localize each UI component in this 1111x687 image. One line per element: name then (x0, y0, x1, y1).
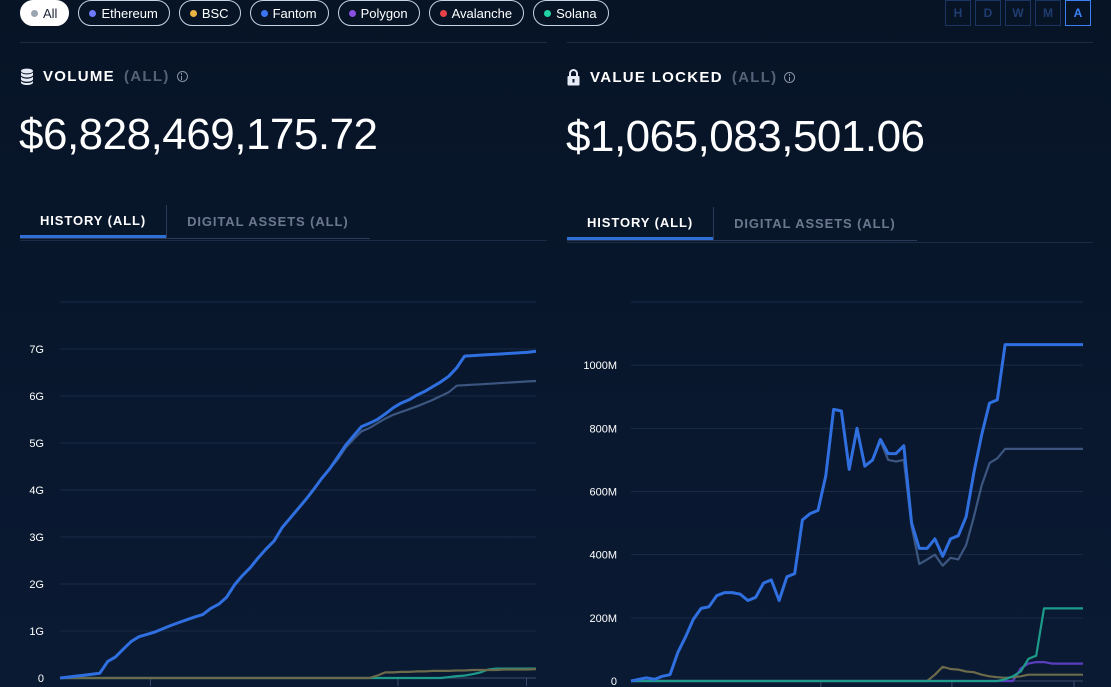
chain-chip-all[interactable]: All (20, 0, 70, 26)
chain-filter-bar: All Ethereum BSC Fantom Polygon Avalanche Sola… (20, 0, 609, 28)
chain-dot-icon (544, 9, 552, 17)
lock-icon (567, 69, 580, 86)
chain-chip-ethereum[interactable]: Ethereum (78, 0, 170, 26)
value-locked-title: VALUE LOCKED (590, 69, 723, 86)
panel-divider (20, 240, 547, 241)
chain-chip-label: Polygon (360, 5, 408, 21)
y-tick-label: 1G (29, 626, 44, 638)
y-tick-label: 4G (29, 485, 44, 497)
chain-chip-label: Avalanche (451, 5, 513, 21)
timeframe-button-h[interactable]: H (945, 0, 971, 26)
chain-chip-label: All (43, 5, 58, 21)
value-locked-scope: (ALL) (731, 69, 778, 86)
info-icon[interactable] (784, 72, 796, 83)
series-line (631, 661, 1083, 683)
panel-divider (20, 42, 547, 43)
y-tick-label: 0 (38, 673, 44, 685)
tab-history[interactable]: HISTORY (ALL) (20, 205, 167, 238)
chain-dot-icon (348, 9, 356, 17)
chain-dot-icon (260, 9, 268, 17)
y-tick-label: 1000M (583, 360, 617, 372)
value-locked-header: VALUE LOCKED (ALL) (567, 69, 796, 86)
timeframe-button-d[interactable]: D (975, 0, 1001, 26)
y-tick-label: 800M (589, 423, 617, 435)
series-line (60, 668, 537, 680)
value-locked-total-value: $1,065,083,501.06 (566, 112, 925, 161)
volume-total-value: $6,828,469,175.72 (19, 110, 378, 159)
chain-dot-icon (31, 9, 38, 17)
y-tick-label: 400M (589, 550, 617, 562)
chain-dot-icon (89, 9, 97, 17)
panel-divider (567, 242, 1093, 243)
tab-digital-assets[interactable]: DIGITAL ASSETS (ALL) (187, 214, 349, 229)
y-tick-label: 7G (29, 344, 44, 356)
chain-chip-label: Solana (556, 5, 597, 21)
chain-dot-icon (189, 9, 197, 17)
tab-separator (166, 205, 168, 238)
y-tick-label: 2G (29, 579, 44, 591)
y-tick-label: 200M (589, 613, 617, 625)
timeframe-button-w[interactable]: W (1005, 0, 1031, 26)
y-tick-label: 6G (29, 391, 44, 403)
series-line (630, 343, 1083, 683)
chain-chip-solana[interactable]: Solana (533, 0, 609, 26)
y-tick-label: 0 (611, 676, 617, 687)
chain-chip-polygon[interactable]: Polygon (337, 0, 420, 26)
tab-digital-assets[interactable]: DIGITAL ASSETS (ALL) (734, 216, 896, 231)
volume-title: VOLUME (43, 68, 115, 85)
panel-divider (567, 42, 1093, 43)
series-line (59, 379, 537, 680)
chain-chip-label: BSC (201, 5, 229, 21)
volume-header: VOLUME (ALL) (20, 68, 188, 85)
y-tick-label: 3G (29, 532, 44, 544)
volume-history-chart: 0 1G 2G 3G 4G 5G 6G 7G (29, 301, 537, 686)
y-tick-label: 600M (589, 487, 617, 499)
chain-chip-fantom[interactable]: Fantom (249, 0, 329, 26)
tab-history[interactable]: HISTORY (ALL) (567, 207, 714, 240)
series-line (59, 349, 537, 680)
chain-chip-bsc[interactable]: BSC (178, 0, 241, 26)
value-locked-history-chart: 0 200M 400M 600M 800M 1000M (583, 301, 1083, 687)
chain-chip-label: Fantom (272, 5, 317, 21)
database-icon (21, 68, 33, 85)
value-locked-tabs: HISTORY (ALL) DIGITAL ASSETS (ALL) (567, 207, 917, 241)
y-tick-label: 5G (29, 438, 44, 450)
series-line (631, 607, 1083, 683)
tab-separator (713, 207, 715, 240)
chain-dot-icon (439, 9, 447, 17)
series-line (630, 408, 1083, 683)
chain-chip-avalanche[interactable]: Avalanche (428, 0, 525, 26)
volume-scope: (ALL) (123, 68, 170, 85)
volume-tabs: HISTORY (ALL) DIGITAL ASSETS (ALL) (20, 205, 370, 239)
timeframe-button-a[interactable]: A (1065, 0, 1091, 26)
timeframe-button-m[interactable]: M (1035, 0, 1061, 26)
chain-chip-label: Ethereum (101, 5, 158, 21)
info-icon[interactable] (176, 71, 188, 82)
